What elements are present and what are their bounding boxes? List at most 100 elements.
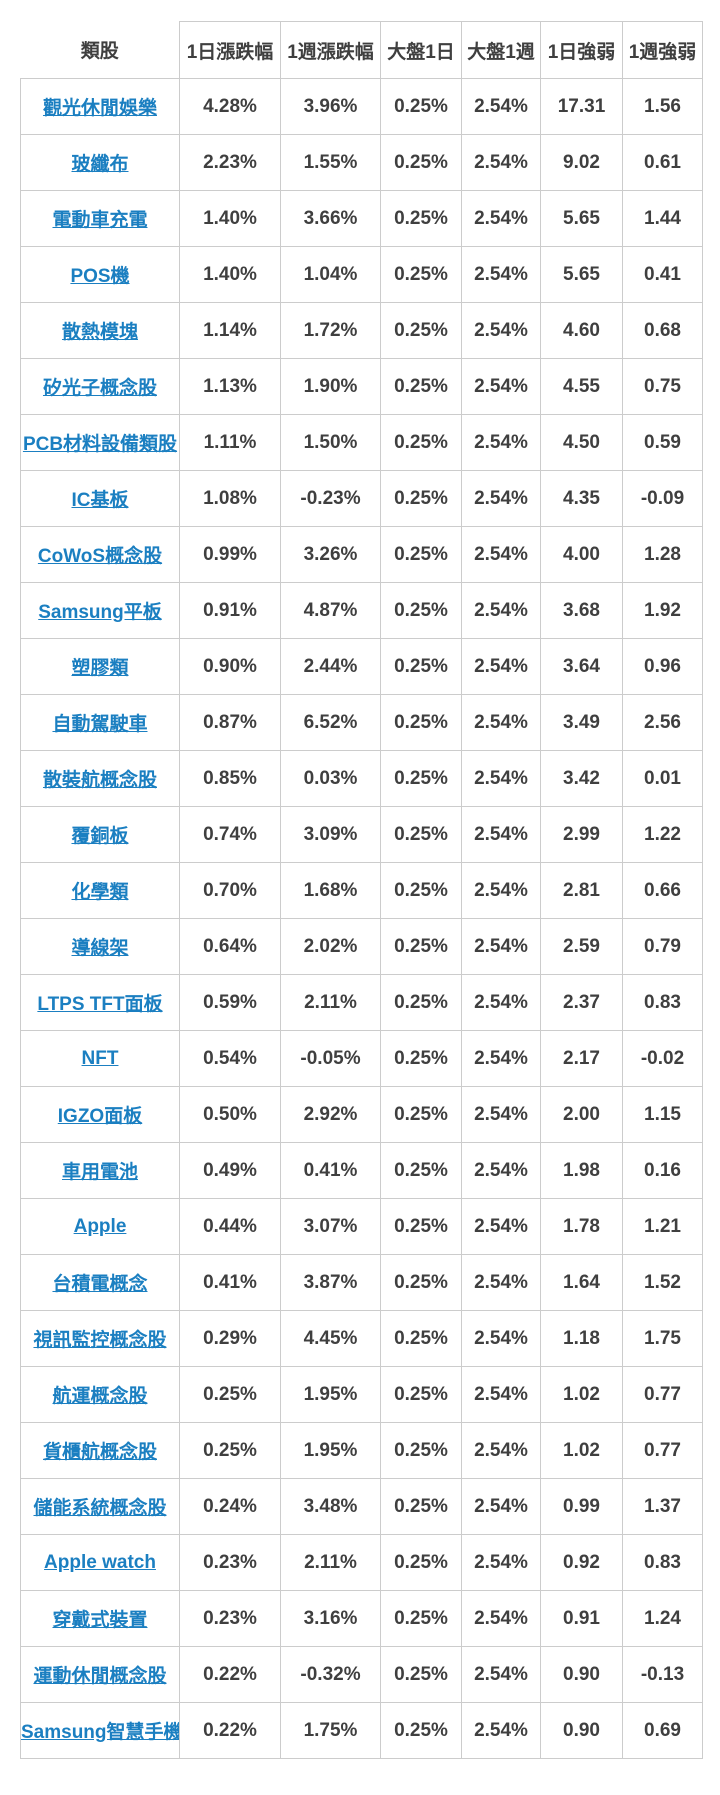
day-strength-cell: 1.18 <box>540 1310 623 1367</box>
week-change-cell: 2.02% <box>280 918 381 975</box>
day-strength-cell: 1.02 <box>540 1422 623 1479</box>
week-change-cell: 3.87% <box>280 1254 381 1311</box>
sector-link[interactable]: 導線架 <box>71 938 129 959</box>
sector-link[interactable]: 航運概念股 <box>52 1386 148 1407</box>
sector-link[interactable]: IGZO面板 <box>57 1106 143 1127</box>
week-strength-cell: -0.09 <box>622 470 703 527</box>
market-week-cell: 2.54% <box>461 190 541 247</box>
sector-cell: POS機 <box>20 246 180 303</box>
sector-link[interactable]: 矽光子概念股 <box>42 378 157 399</box>
sector-link[interactable]: Samsung平板 <box>38 602 162 623</box>
sector-link[interactable]: NFT <box>81 1047 119 1069</box>
week-strength-cell: 2.56 <box>622 694 703 751</box>
sector-link[interactable]: LTPS TFT面板 <box>37 994 163 1015</box>
week-strength-cell: 1.15 <box>622 1086 703 1143</box>
day-change-cell: 0.24% <box>179 1478 281 1535</box>
week-strength-cell: 1.37 <box>622 1478 703 1535</box>
sector-link[interactable]: Samsung智慧手機 <box>21 1722 180 1743</box>
sector-link[interactable]: 台積電概念 <box>52 1274 148 1295</box>
sector-link[interactable]: 運動休閒概念股 <box>33 1666 167 1687</box>
table-row: 儲能系統概念股 0.24% 3.48% 0.25% 2.54% 0.99 1.37 <box>20 1478 703 1535</box>
day-change-cell: 0.49% <box>179 1142 281 1199</box>
sector-cell: NFT <box>20 1030 180 1087</box>
day-change-cell: 1.13% <box>179 358 281 415</box>
table-row: 穿戴式裝置 0.23% 3.16% 0.25% 2.54% 0.91 1.24 <box>20 1590 703 1647</box>
day-change-cell: 0.90% <box>179 638 281 695</box>
day-change-cell: 0.44% <box>179 1198 281 1255</box>
sector-link[interactable]: Apple <box>73 1215 127 1237</box>
day-change-cell: 0.85% <box>179 750 281 807</box>
week-change-cell: 3.26% <box>280 526 381 583</box>
table-row: IC基板 1.08% -0.23% 0.25% 2.54% 4.35 -0.09 <box>20 470 703 527</box>
sector-link[interactable]: 散熱模塊 <box>61 322 138 343</box>
sector-link[interactable]: Apple watch <box>44 1551 156 1573</box>
week-strength-cell: 1.21 <box>622 1198 703 1255</box>
market-week-cell: 2.54% <box>461 302 541 359</box>
sector-link[interactable]: 化學類 <box>71 882 129 903</box>
sector-link[interactable]: 視訊監控概念股 <box>33 1330 167 1351</box>
market-day-cell: 0.25% <box>380 78 462 135</box>
market-day-cell: 0.25% <box>380 694 462 751</box>
sector-cell: 貨櫃航概念股 <box>20 1422 180 1479</box>
day-strength-cell: 3.64 <box>540 638 623 695</box>
table-row: 車用電池 0.49% 0.41% 0.25% 2.54% 1.98 0.16 <box>20 1142 703 1199</box>
sector-cell: 觀光休閒娛樂 <box>20 78 180 135</box>
day-strength-cell: 1.02 <box>540 1366 623 1423</box>
market-day-cell: 0.25% <box>380 1534 462 1591</box>
day-strength-cell: 1.64 <box>540 1254 623 1311</box>
week-change-cell: 1.50% <box>280 414 381 471</box>
sector-link[interactable]: 車用電池 <box>61 1162 138 1183</box>
market-week-cell: 2.54% <box>461 862 541 919</box>
market-day-cell: 0.25% <box>380 302 462 359</box>
sector-link[interactable]: 覆銅板 <box>71 826 129 847</box>
sector-link[interactable]: IC基板 <box>71 490 129 511</box>
table-row: LTPS TFT面板 0.59% 2.11% 0.25% 2.54% 2.37 0.83 <box>20 974 703 1031</box>
day-strength-cell: 4.35 <box>540 470 623 527</box>
sector-link[interactable]: CoWoS概念股 <box>37 546 163 567</box>
week-change-cell: 2.44% <box>280 638 381 695</box>
sector-link[interactable]: 自動駕駛車 <box>52 714 148 735</box>
day-change-cell: 2.23% <box>179 134 281 191</box>
sector-link[interactable]: POS機 <box>70 266 130 287</box>
market-week-cell: 2.54% <box>461 246 541 303</box>
sector-cell: 化學類 <box>20 862 180 919</box>
sector-link[interactable]: 穿戴式裝置 <box>52 1610 148 1631</box>
column-header-week-strength: 1週強弱 <box>622 21 703 79</box>
week-strength-cell: 1.24 <box>622 1590 703 1647</box>
table-row: POS機 1.40% 1.04% 0.25% 2.54% 5.65 0.41 <box>20 246 703 303</box>
sector-cell: PCB材料設備類股 <box>20 414 180 471</box>
sector-link[interactable]: 電動車充電 <box>52 210 148 231</box>
day-strength-cell: 2.37 <box>540 974 623 1031</box>
day-strength-cell: 0.99 <box>540 1478 623 1535</box>
week-strength-cell: 1.52 <box>622 1254 703 1311</box>
market-day-cell: 0.25% <box>380 526 462 583</box>
sector-link[interactable]: 觀光休閒娛樂 <box>42 98 157 119</box>
day-change-cell: 0.54% <box>179 1030 281 1087</box>
sector-link[interactable]: 儲能系統概念股 <box>33 1498 167 1519</box>
day-change-cell: 4.28% <box>179 78 281 135</box>
sector-link[interactable]: 散裝航概念股 <box>42 770 157 791</box>
market-week-cell: 2.54% <box>461 526 541 583</box>
table-row: IGZO面板 0.50% 2.92% 0.25% 2.54% 2.00 1.15 <box>20 1086 703 1143</box>
sector-cell: Apple <box>20 1198 180 1255</box>
week-change-cell: 1.68% <box>280 862 381 919</box>
sector-cell: 車用電池 <box>20 1142 180 1199</box>
day-change-cell: 0.22% <box>179 1702 281 1759</box>
market-week-cell: 2.54% <box>461 918 541 975</box>
week-strength-cell: 0.75 <box>622 358 703 415</box>
sector-link[interactable]: PCB材料設備類股 <box>22 434 178 455</box>
day-strength-cell: 0.90 <box>540 1702 623 1759</box>
sector-link[interactable]: 玻纖布 <box>71 154 129 175</box>
market-week-cell: 2.54% <box>461 1198 541 1255</box>
week-strength-cell: 1.75 <box>622 1310 703 1367</box>
sector-cell: LTPS TFT面板 <box>20 974 180 1031</box>
sector-cell: IC基板 <box>20 470 180 527</box>
sector-link[interactable]: 貨櫃航概念股 <box>42 1442 157 1463</box>
sector-link[interactable]: 塑膠類 <box>71 658 129 679</box>
day-change-cell: 1.40% <box>179 190 281 247</box>
day-strength-cell: 0.92 <box>540 1534 623 1591</box>
sector-cell: 運動休閒概念股 <box>20 1646 180 1703</box>
day-change-cell: 0.74% <box>179 806 281 863</box>
market-week-cell: 2.54% <box>461 1086 541 1143</box>
